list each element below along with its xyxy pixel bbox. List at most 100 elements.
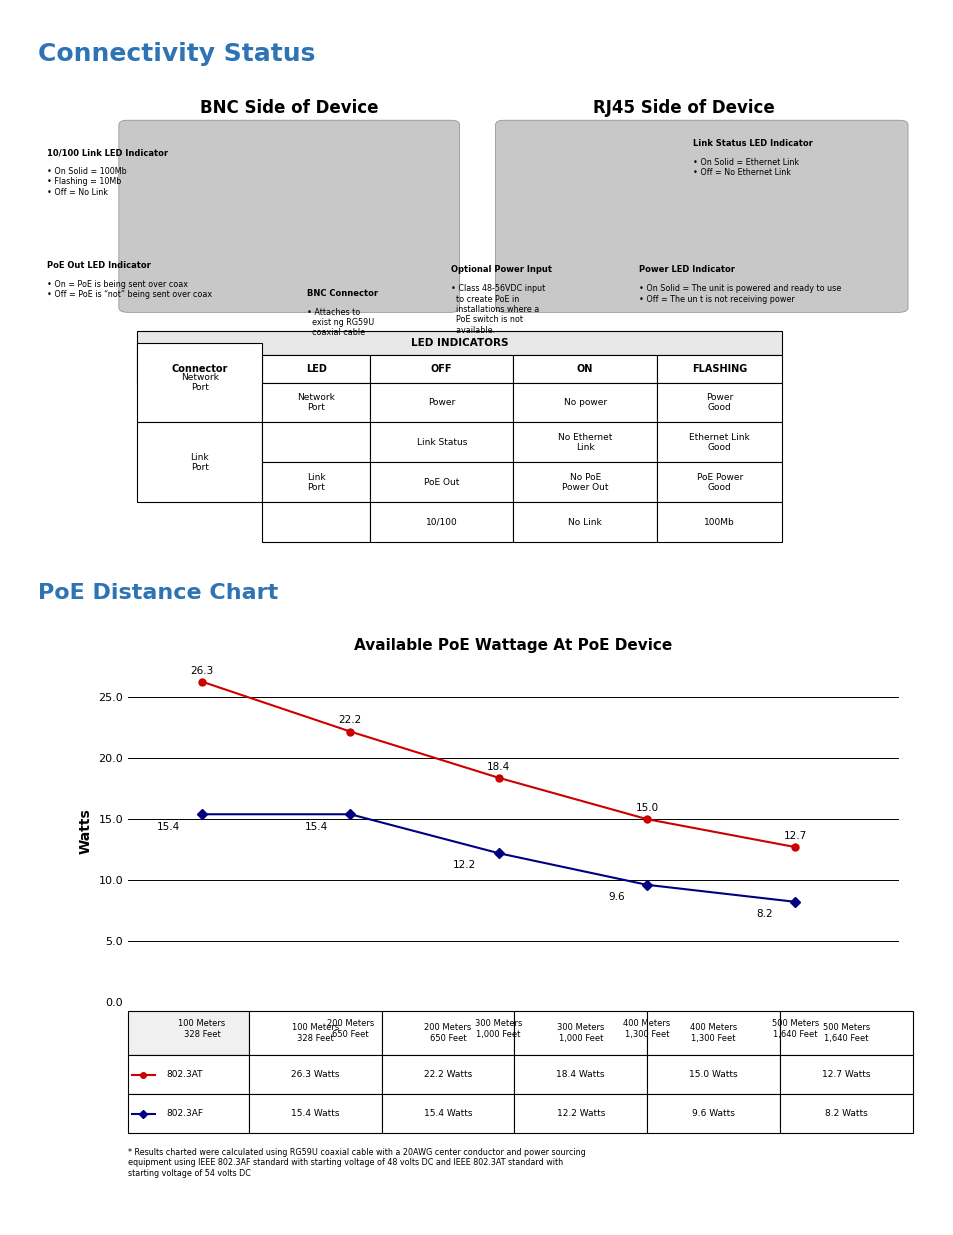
Bar — [370, 422, 513, 462]
Bar — [514, 1094, 646, 1132]
Text: FLASHING: FLASHING — [691, 363, 746, 373]
Text: 100 Meters
328 Feet: 100 Meters 328 Feet — [178, 1020, 225, 1039]
Bar — [136, 354, 262, 383]
Text: 10/100: 10/100 — [425, 517, 457, 526]
Text: 18.4 Watts: 18.4 Watts — [556, 1071, 604, 1079]
Text: PoE Power
Good: PoE Power Good — [696, 473, 742, 492]
Bar — [514, 1010, 646, 1056]
Text: 300 Meters
1,000 Feet: 300 Meters 1,000 Feet — [475, 1020, 521, 1039]
Text: No Link: No Link — [568, 517, 601, 526]
Bar — [513, 422, 657, 462]
Bar — [136, 343, 262, 422]
Text: BNC Connector: BNC Connector — [307, 289, 378, 298]
Bar — [646, 1094, 779, 1132]
Text: 22.2 Watts: 22.2 Watts — [423, 1071, 472, 1079]
Text: 12.7 Watts: 12.7 Watts — [821, 1071, 869, 1079]
Text: OFF: OFF — [431, 363, 452, 373]
Bar — [779, 1056, 911, 1094]
Bar — [657, 354, 781, 383]
Bar — [128, 1056, 249, 1094]
Text: 500 Meters
1,640 Feet: 500 Meters 1,640 Feet — [771, 1020, 818, 1039]
Text: 26.3 Watts: 26.3 Watts — [291, 1071, 339, 1079]
Text: 802.3AT: 802.3AT — [166, 1071, 203, 1079]
Text: 12.2 Watts: 12.2 Watts — [556, 1109, 604, 1118]
Text: BNC Side of Device: BNC Side of Device — [200, 99, 378, 117]
Text: 802.3AF: 802.3AF — [166, 1109, 203, 1118]
Bar — [249, 1056, 381, 1094]
Text: • On Solid = Ethernet Link
• Off = No Ethernet Link: • On Solid = Ethernet Link • Off = No Et… — [692, 158, 798, 177]
Text: 400 Meters
1,300 Feet: 400 Meters 1,300 Feet — [622, 1020, 670, 1039]
Bar — [513, 462, 657, 503]
Text: Link
Port: Link Port — [190, 452, 209, 472]
Bar — [779, 1010, 911, 1056]
Text: • Class 48-56VDC input
  to create PoE in
  installations where a
  PoE switch i: • Class 48-56VDC input to create PoE in … — [450, 284, 544, 335]
Text: • On = PoE is being sent over coax
• Off = PoE is “not” being sent over coax: • On = PoE is being sent over coax • Off… — [47, 279, 212, 299]
Bar — [657, 503, 781, 542]
Bar — [381, 1094, 514, 1132]
Bar — [646, 1056, 779, 1094]
Bar — [370, 503, 513, 542]
Bar — [646, 1010, 779, 1056]
Bar — [262, 383, 370, 422]
Bar — [136, 422, 262, 503]
Text: 15.0 Watts: 15.0 Watts — [688, 1071, 737, 1079]
Text: Connectivity Status: Connectivity Status — [38, 42, 315, 65]
Bar — [513, 383, 657, 422]
Text: LED INDICATORS: LED INDICATORS — [411, 338, 508, 348]
Text: PoE Distance Chart: PoE Distance Chart — [38, 583, 278, 603]
Text: Link
Port: Link Port — [307, 473, 325, 492]
Text: Power
Good: Power Good — [705, 393, 733, 412]
Text: Network
Port: Network Port — [297, 393, 335, 412]
Text: Network
Port: Network Port — [180, 373, 218, 393]
Text: Ethernet Link
Good: Ethernet Link Good — [689, 432, 749, 452]
Text: No PoE
Power Out: No PoE Power Out — [561, 473, 608, 492]
Text: * Results charted were calculated using RG59U coaxial cable with a 20AWG center : * Results charted were calculated using … — [128, 1149, 585, 1178]
Text: PoE Out: PoE Out — [423, 478, 459, 487]
Text: 15.4 Watts: 15.4 Watts — [291, 1109, 339, 1118]
Bar — [370, 354, 513, 383]
Bar — [657, 422, 781, 462]
Bar — [136, 331, 781, 354]
Bar — [262, 462, 370, 503]
Bar — [249, 1094, 381, 1132]
Text: No power: No power — [563, 398, 606, 408]
Bar — [513, 503, 657, 542]
Bar — [370, 462, 513, 503]
Text: ON: ON — [577, 363, 593, 373]
Text: Power LED Indicator: Power LED Indicator — [639, 266, 734, 274]
Text: Connector: Connector — [172, 363, 228, 373]
Text: Power: Power — [428, 398, 455, 408]
Bar — [262, 422, 370, 462]
Bar — [249, 1010, 381, 1056]
Bar — [128, 1010, 249, 1056]
Bar — [514, 1056, 646, 1094]
Bar — [779, 1094, 911, 1132]
Text: 200 Meters
650 Feet: 200 Meters 650 Feet — [326, 1020, 374, 1039]
Text: 200 Meters
650 Feet: 200 Meters 650 Feet — [424, 1024, 471, 1042]
Bar — [513, 354, 657, 383]
Text: No Ethernet
Link: No Ethernet Link — [558, 432, 612, 452]
FancyBboxPatch shape — [495, 120, 907, 312]
Text: LED: LED — [305, 363, 326, 373]
Bar — [657, 383, 781, 422]
Bar — [128, 1094, 249, 1132]
Text: • On Solid = The unit is powered and ready to use
• Off = The un t is not receiv: • On Solid = The unit is powered and rea… — [639, 284, 841, 304]
Text: RJ45 Side of Device: RJ45 Side of Device — [593, 99, 774, 117]
Bar — [262, 354, 370, 383]
Text: 400 Meters
1,300 Feet: 400 Meters 1,300 Feet — [689, 1024, 737, 1042]
Bar — [657, 462, 781, 503]
Bar — [381, 1056, 514, 1094]
Bar — [370, 383, 513, 422]
Text: 9.6 Watts: 9.6 Watts — [691, 1109, 734, 1118]
Bar — [262, 503, 370, 542]
Text: • On Solid = 100Mb
• Flashing = 10Mb
• Off = No Link: • On Solid = 100Mb • Flashing = 10Mb • O… — [47, 167, 127, 196]
Text: Link Status LED Indicator: Link Status LED Indicator — [692, 138, 812, 148]
FancyBboxPatch shape — [119, 120, 459, 312]
Text: 500 Meters
1,640 Feet: 500 Meters 1,640 Feet — [821, 1024, 869, 1042]
Text: Optional Power Input: Optional Power Input — [450, 266, 551, 274]
Text: 10/100 Link LED Indicator: 10/100 Link LED Indicator — [47, 148, 168, 157]
Text: 300 Meters
1,000 Feet: 300 Meters 1,000 Feet — [557, 1024, 604, 1042]
Text: PoE Out LED Indicator: PoE Out LED Indicator — [47, 261, 151, 269]
Bar — [381, 1010, 514, 1056]
Text: 15.4 Watts: 15.4 Watts — [423, 1109, 472, 1118]
